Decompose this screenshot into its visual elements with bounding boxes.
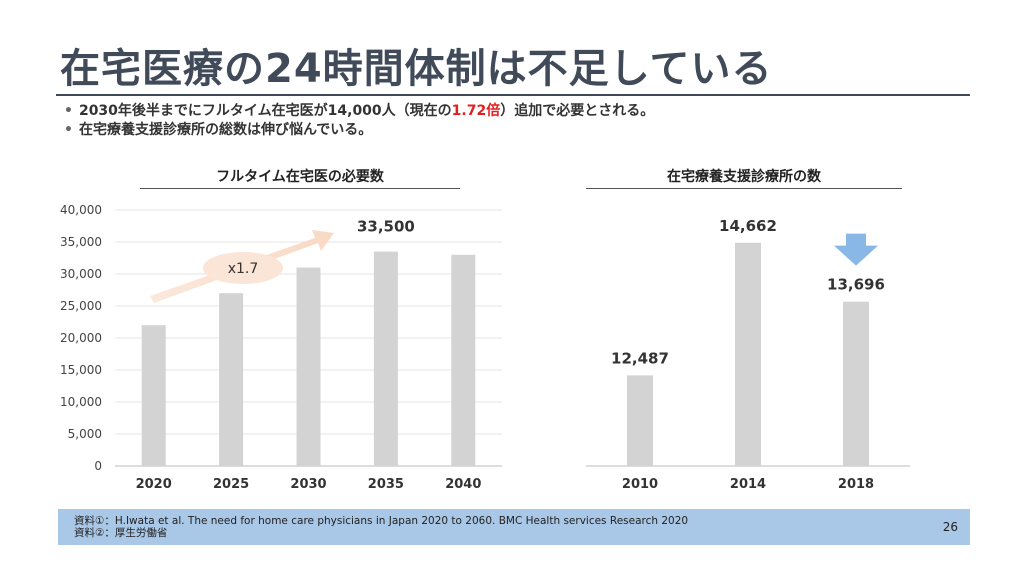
y-tick-label: 30,000 [60,267,102,281]
chart-title-clinics: 在宅療養支援診療所の数 [667,169,821,185]
source-2: 資料②：厚生労働省 [74,527,168,539]
y-tick-label: 0 [94,459,102,473]
bar [735,242,761,466]
x-tick-label: 2018 [838,477,874,492]
chart-title-physicians: フルタイム在宅医の必要数 [216,169,384,185]
data-label: 14,662 [719,217,777,235]
multiplier-label: x1.7 [228,261,259,277]
chart-title-underline [140,188,460,189]
data-label: 13,696 [827,276,885,294]
bar [843,301,869,466]
title-divider [56,94,970,96]
bullet-dot-icon: • [64,103,73,119]
chart-title-underline [586,188,902,189]
y-tick-label: 15,000 [60,363,102,377]
bullet-item: • 在宅療養支援診療所の総数は伸び悩んでいる。 [64,121,654,140]
data-label: 12,487 [611,349,669,367]
bar [627,375,653,466]
x-tick-label: 2040 [445,477,481,492]
x-tick-label: 2035 [368,477,404,492]
bar [219,293,244,466]
x-tick-label: 2020 [136,477,172,492]
y-tick-label: 20,000 [60,331,102,345]
x-tick-label: 2025 [213,477,249,492]
bar [451,254,476,466]
chart-clinics: 2010 2014 2018 12,487 14,662 13,696 [586,217,910,492]
page-number: 26 [942,520,958,534]
multiplier-badge [203,252,283,284]
upward-trend-arrow-icon [150,230,334,303]
y-tick-label: 35,000 [60,235,102,249]
y-tick-label: 10,000 [60,395,102,409]
y-tick-label: 25,000 [60,299,102,313]
x-tick-label: 2014 [730,477,766,492]
bullet-text-end: ）追加で必要とされる。 [500,103,655,119]
footer-source: 資料①：H.Iwata et al. The need for home car… [58,509,970,545]
data-label: 33,500 [357,218,415,236]
bullet-item: • 2030年後半までにフルタイム在宅医が14,000人（現在の1.72倍）追加で… [64,102,654,121]
bullet-highlight: 1.72倍 [451,103,501,119]
bar [141,325,166,466]
x-tick-label: 2010 [622,477,658,492]
bullet-dot-icon: • [64,122,73,138]
bullet-text: 2030年後半までにフルタイム在宅医が14,000人（現在の [78,103,452,119]
bullet-text: 在宅療養支援診療所の総数は伸び悩んでいる。 [78,122,373,138]
down-arrow-icon [834,233,878,266]
bullet-list: • 2030年後半までにフルタイム在宅医が14,000人（現在の1.72倍）追加で… [64,102,654,140]
chart-physicians: 0 5,000 10,000 15,000 20,000 25,000 30,000 35,0… [60,203,502,492]
bar [296,267,321,466]
slide-title: 在宅医療の24時間体制は不足している [60,46,773,92]
y-tick-label: 40,000 [60,203,102,217]
y-tick-label: 5,000 [68,427,102,441]
bar [373,251,398,466]
footer-sources: 資料①：H.Iwata et al. The need for home car… [74,515,688,539]
x-tick-label: 2030 [290,477,326,492]
source-1: 資料①：H.Iwata et al. The need for home car… [74,515,689,527]
